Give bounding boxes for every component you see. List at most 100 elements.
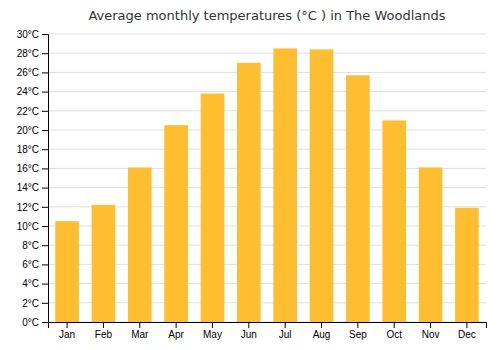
y-tick: 4°C [22,278,48,289]
y-tick-label: 8°C [22,240,39,251]
x-tick: Apr [168,322,184,340]
x-tick: Oct [386,322,402,340]
x-tick-mark [321,322,322,328]
y-tick: 20°C [17,125,48,136]
x-tick-mark [357,322,358,328]
y-tick-mark [42,111,48,112]
x-tick-mark [103,322,104,328]
x-tick: Jan [59,322,75,340]
x-tick-mark [248,322,249,328]
y-tick-label: 22°C [17,106,39,117]
plot: Jan Feb Mar Apr May Jun Jul Aug Sep Oct Nov Dec 0°C 2… [17,29,487,340]
grid-line [48,149,486,150]
x-tick: Sep [349,322,367,340]
y-tick-label: 2°C [22,298,39,309]
y-tick-label: 0°C [22,317,39,328]
bar [128,167,152,322]
y-tick-mark [42,207,48,208]
y-tick: 12°C [17,202,48,213]
x-tick-label: Sep [349,329,367,340]
y-tick-label: 20°C [17,125,39,136]
x-tick-mark [430,322,431,328]
grid-line [48,91,486,92]
y-tick-label: 18°C [17,144,39,155]
y-tick-mark [42,264,48,265]
y-tick-label: 14°C [17,182,39,193]
bar [310,49,334,322]
y-tick-mark [42,149,48,150]
y-tick-mark [42,168,48,169]
y-tick-label: 28°C [17,48,39,59]
x-tick-label: Feb [95,329,113,340]
y-tick-mark [42,188,48,189]
y-tick-mark [42,284,48,285]
y-tick-mark [42,53,48,54]
bar [273,48,297,322]
y-tick: 8°C [22,240,48,251]
y-tick: 22°C [17,106,48,117]
y-tick: 2°C [22,298,48,309]
grid-line [48,34,486,35]
grid [48,34,486,322]
x-tick-label: May [203,329,222,340]
y-tick: 6°C [22,259,48,270]
y-tick-mark [42,72,48,73]
bars [55,48,478,322]
bar [55,221,79,322]
grid-line [48,110,486,111]
x-tick-label: Nov [422,329,440,340]
x-tick: Aug [313,322,331,340]
grid-line [48,53,486,54]
y-tick-label: 6°C [22,259,39,270]
x-tick-label: Apr [168,329,184,340]
bar [455,208,479,322]
x-tick-mark [466,322,467,328]
y-tick: 10°C [17,221,48,232]
x-tick-mark [285,322,286,328]
y-tick: 14°C [17,182,48,193]
y-axis: 0°C 2°C 4°C 6°C 8°C 10°C 12°C 14°C 16°C 18°C 20°C 2… [17,29,49,328]
x-tick-mark [176,322,177,328]
x-tick: Jun [241,322,257,340]
y-axis-line [42,35,49,323]
chart-container: Jan Feb Mar Apr May Jun Jul Aug Sep Oct Nov Dec 0°C 2… [0,0,500,350]
bar [164,125,188,322]
y-tick: 0°C [22,317,48,328]
y-tick-label: 4°C [22,278,39,289]
x-tick-label: Mar [131,329,149,340]
x-tick: Dec [458,322,476,340]
y-tick-label: 30°C [17,29,39,40]
y-tick-mark [42,130,48,131]
y-tick-mark [42,322,48,323]
x-tick: Nov [422,322,440,340]
y-tick-label: 24°C [17,86,39,97]
bar [382,120,406,322]
x-tick-label: Jul [279,329,292,340]
y-tick: 30°C [17,29,48,40]
x-tick-mark [139,322,140,328]
x-tick: Feb [95,322,113,340]
bar [92,205,116,322]
y-tick-label: 16°C [17,163,39,174]
y-tick: 24°C [17,86,48,97]
y-tick-mark [42,245,48,246]
x-tick-label: Aug [313,329,331,340]
x-tick-mark [212,322,213,328]
title: Average monthly temperatures (°C ) in Th… [88,8,445,23]
x-axis-line [49,323,487,329]
grid-line [48,72,486,73]
x-tick-label: Oct [386,329,402,340]
y-tick: 28°C [17,48,48,59]
y-tick-mark [42,303,48,304]
x-tick: May [203,322,222,340]
chart-svg: Jan Feb Mar Apr May Jun Jul Aug Sep Oct Nov Dec 0°C 2… [0,0,500,350]
x-tick: Mar [131,322,149,340]
y-tick-mark [42,92,48,93]
bar [419,167,443,322]
x-tick-mark [394,322,395,328]
bar [346,75,370,322]
y-tick-label: 26°C [17,67,39,78]
y-tick-mark [42,34,48,35]
y-tick-label: 12°C [17,202,39,213]
y-tick-mark [42,226,48,227]
